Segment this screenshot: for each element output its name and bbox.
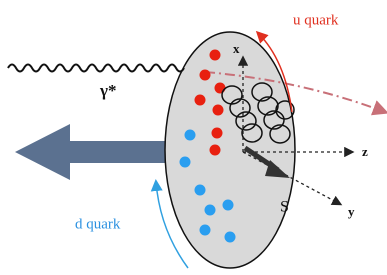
photon-line [8, 65, 184, 72]
outgoing-arrow [15, 124, 165, 180]
x-axis-label: x [233, 41, 240, 56]
y-axis-label: y [348, 204, 355, 219]
spin-label: S [280, 199, 289, 216]
z-axis-label: z [362, 144, 368, 159]
diagram: u quark γ* x z y S d quark [0, 0, 387, 275]
u-quark-label: u quark [293, 12, 339, 28]
d-quark-label: d quark [75, 216, 121, 232]
photon-label: γ* [99, 81, 116, 100]
